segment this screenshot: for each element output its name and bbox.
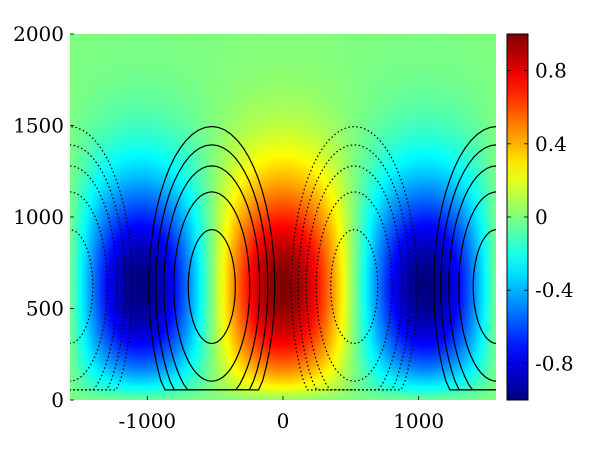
contour-positive — [155, 144, 269, 391]
colorbar-tick-label: 0.4 — [535, 132, 567, 156]
contour-positive — [163, 165, 261, 391]
x-tick-label: 1000 — [393, 409, 444, 433]
contour-negative — [315, 191, 393, 382]
contour-positive — [472, 229, 496, 345]
x-tick-label: -1000 — [119, 409, 177, 433]
y-tick-label: 0 — [51, 388, 64, 412]
y-tick-label: 500 — [26, 297, 64, 321]
heatmap-plot — [70, 34, 496, 400]
colorbar: 0.8 0.4 0 -0.4 -0.8 — [506, 33, 574, 401]
contour-lines — [70, 125, 496, 391]
contour-negative — [70, 229, 94, 345]
colorbar-ticks: 0.8 0.4 0 -0.4 -0.8 — [507, 59, 574, 375]
x-tick-label: 0 — [277, 409, 290, 433]
contour-positive — [458, 191, 496, 382]
contour-negative — [70, 191, 108, 382]
contour-positive — [440, 144, 496, 391]
contour-positive — [173, 191, 251, 382]
colorbar-tick-label: -0.4 — [535, 278, 574, 302]
heatmap-image — [70, 34, 496, 400]
colorbar-tick-label: -0.8 — [535, 351, 574, 375]
y-tick-label: 1000 — [13, 205, 64, 229]
x-axis: -1000 0 1000 — [119, 396, 444, 433]
colorbar-tick-label: 0 — [535, 205, 548, 229]
contour-positive — [187, 228, 236, 345]
contour-positive — [448, 165, 496, 391]
contour-negative — [330, 228, 379, 345]
colorbar-tick-label: 0.8 — [535, 59, 567, 83]
contour-positive — [433, 125, 496, 391]
y-tick-label: 2000 — [13, 22, 64, 46]
y-axis: 0 500 1000 1500 2000 — [13, 22, 74, 412]
y-tick-label: 1500 — [13, 114, 64, 138]
contour-positive — [148, 125, 276, 391]
